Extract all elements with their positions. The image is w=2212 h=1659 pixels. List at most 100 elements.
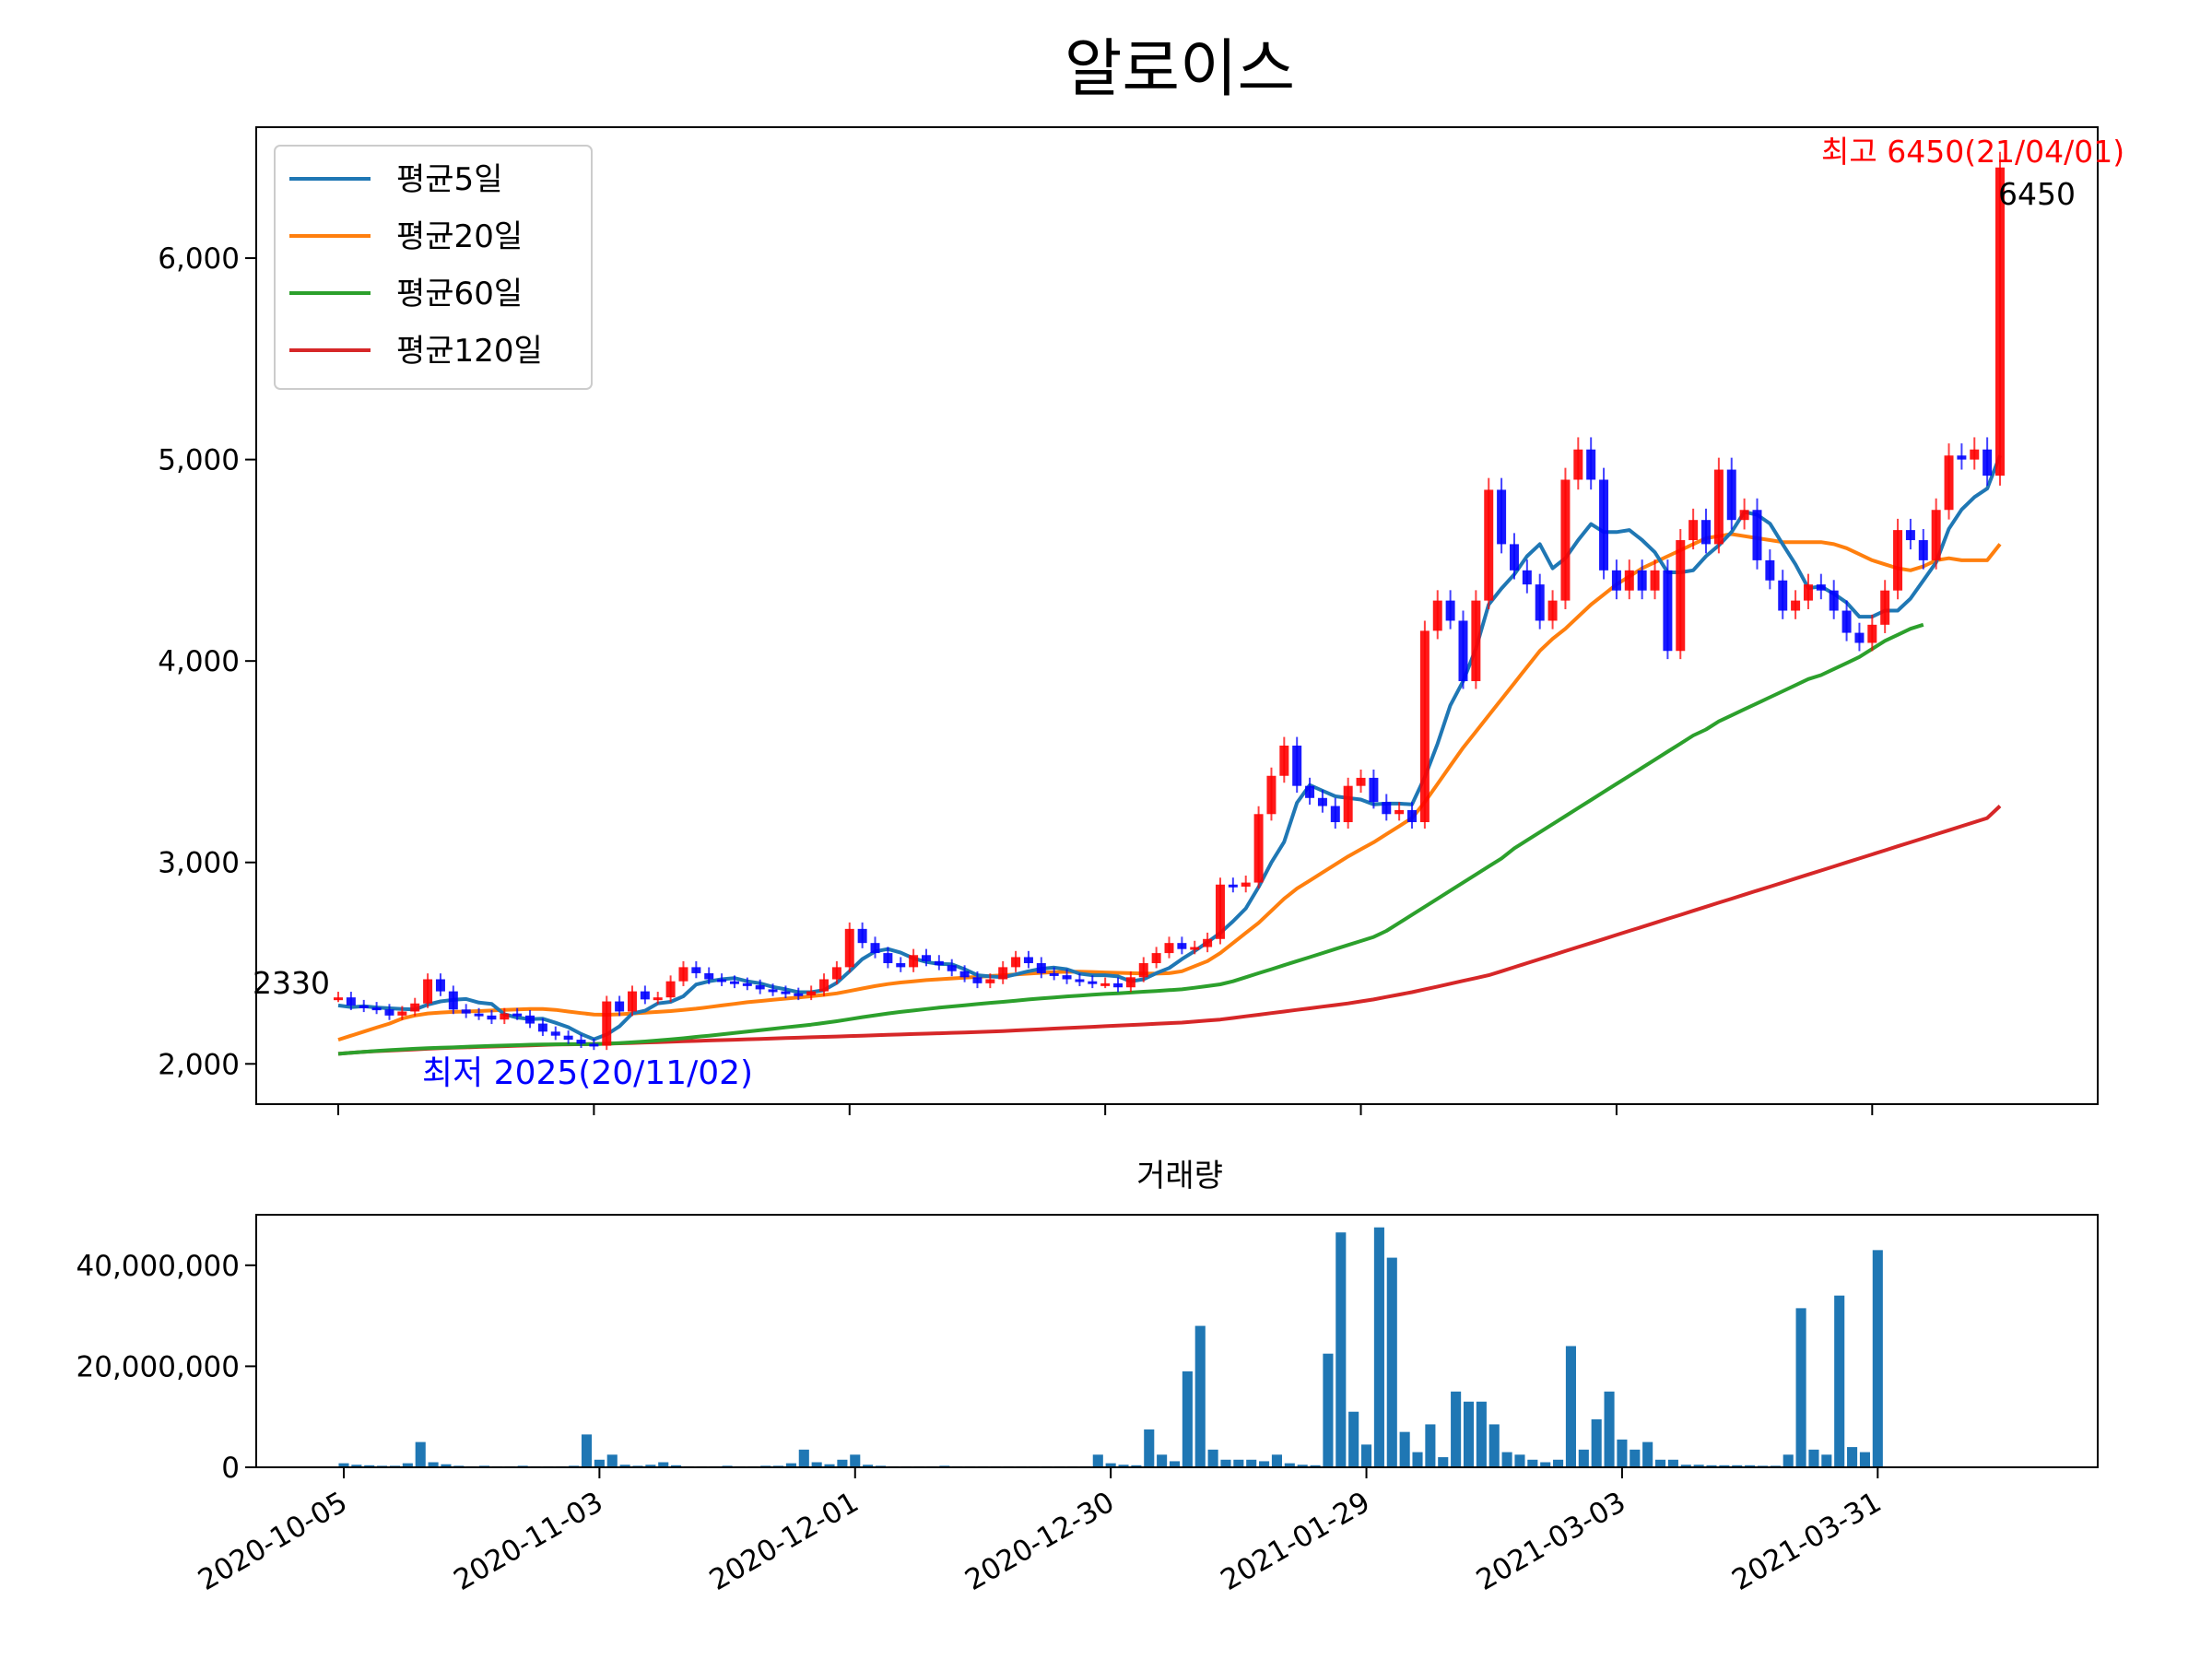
candle-body: [1816, 584, 1826, 591]
candle-body: [1995, 167, 2005, 477]
candle-body: [1560, 479, 1571, 601]
candle-body: [1522, 570, 1532, 585]
candle-body: [1497, 489, 1507, 545]
candle-body: [397, 1011, 407, 1016]
legend-label-ma5: 평균5일: [396, 161, 502, 198]
volume-bar: [1795, 1308, 1806, 1467]
candle-body: [883, 953, 893, 964]
volume-bar: [1630, 1449, 1641, 1467]
candle-body: [346, 997, 356, 1006]
candle-body: [717, 979, 727, 982]
volume-bar: [1719, 1465, 1730, 1467]
chart-title: 알로이스: [1065, 33, 1295, 106]
volume-bar: [1157, 1454, 1168, 1467]
legend-box: [274, 145, 593, 390]
volume-bar: [1604, 1391, 1615, 1467]
candle-body: [1854, 632, 1865, 643]
first-close-annotation: 2330: [253, 965, 330, 1001]
candle-body: [1509, 544, 1519, 571]
candle-body: [1726, 469, 1736, 521]
candle-body: [819, 979, 830, 992]
candle-body: [550, 1031, 560, 1036]
candle-body: [678, 967, 688, 982]
candle-body: [947, 965, 957, 971]
volume-bar: [1323, 1353, 1334, 1467]
candle-body: [1343, 785, 1353, 823]
candle-body: [1983, 449, 1993, 477]
candle-body: [1765, 559, 1775, 581]
volume-bar: [785, 1463, 796, 1467]
candle-body: [334, 997, 343, 1001]
candle-body: [768, 989, 778, 993]
volume-bar: [837, 1459, 848, 1467]
legend-label-ma60: 평균60일: [396, 276, 523, 312]
candle-body: [1573, 449, 1583, 480]
candle-body: [1586, 449, 1596, 480]
candle-body: [1650, 570, 1660, 591]
candle-body: [1113, 982, 1124, 988]
candle-body: [755, 985, 765, 990]
candle-body: [487, 1015, 497, 1020]
candle-body: [1803, 584, 1813, 601]
candle-body: [1011, 957, 1021, 968]
candle-body: [1203, 938, 1213, 947]
candle-body: [1791, 600, 1801, 611]
candle-body: [1100, 982, 1111, 986]
volume-bar: [594, 1459, 605, 1467]
candle-body: [1330, 806, 1340, 823]
volume-bar: [1233, 1459, 1244, 1467]
volume-bar: [1872, 1250, 1883, 1467]
candle-body: [1663, 570, 1673, 652]
volume-bar: [364, 1465, 375, 1467]
volume-bar: [1310, 1465, 1321, 1467]
legend-label-ma20: 평균20일: [396, 218, 523, 255]
volume-bar: [1092, 1454, 1103, 1467]
candle-body: [1957, 455, 1967, 460]
candle-body: [1970, 449, 1980, 460]
candle-body: [1177, 943, 1187, 949]
candle-body: [972, 977, 982, 983]
candle-body: [1841, 610, 1852, 633]
candle-body: [371, 1007, 382, 1011]
candle-body: [844, 928, 854, 968]
candle-body: [627, 991, 637, 1012]
candle-body: [704, 972, 714, 980]
candle-body: [998, 967, 1008, 980]
candle-body: [589, 1043, 599, 1047]
series-line-ma120: [337, 805, 2002, 1056]
candle-body: [896, 963, 906, 968]
date-x-tick-label: 2020-12-01: [704, 1486, 865, 1597]
candle-body: [1279, 745, 1289, 776]
volume-bar: [1438, 1457, 1449, 1467]
volume-bar: [1553, 1459, 1564, 1467]
candle-body: [1075, 979, 1085, 982]
candle-body: [410, 1003, 420, 1012]
candle-body: [537, 1023, 547, 1032]
volume-bar: [1131, 1465, 1142, 1467]
price-y-tick-label: 3,000: [158, 847, 240, 880]
candle-body: [831, 967, 841, 980]
date-x-tick-label: 2020-12-30: [959, 1486, 1120, 1597]
candle-body: [1125, 977, 1135, 988]
volume-bar: [1654, 1459, 1666, 1467]
candle-body: [435, 979, 445, 992]
volume-bar: [671, 1465, 682, 1467]
candle-body: [921, 955, 931, 961]
candle-body: [857, 928, 867, 944]
volume-bar: [1821, 1454, 1832, 1467]
candle-body: [1241, 882, 1251, 887]
candle-body: [1611, 570, 1621, 591]
volume-bar: [1591, 1418, 1602, 1467]
candle-body: [423, 979, 433, 1004]
candle-body: [985, 979, 995, 983]
candle-body: [384, 1009, 394, 1016]
volume-y-tick-label: 40,000,000: [76, 1250, 241, 1283]
volume-bar: [338, 1463, 349, 1467]
volume-bar: [1667, 1459, 1678, 1467]
volume-bar: [1463, 1401, 1475, 1467]
volume-bar: [581, 1434, 593, 1467]
candle-body: [461, 1009, 471, 1014]
date-x-tick-label: 2020-10-05: [193, 1486, 353, 1597]
candle-body: [1918, 540, 1928, 560]
candle-body: [1088, 981, 1098, 984]
